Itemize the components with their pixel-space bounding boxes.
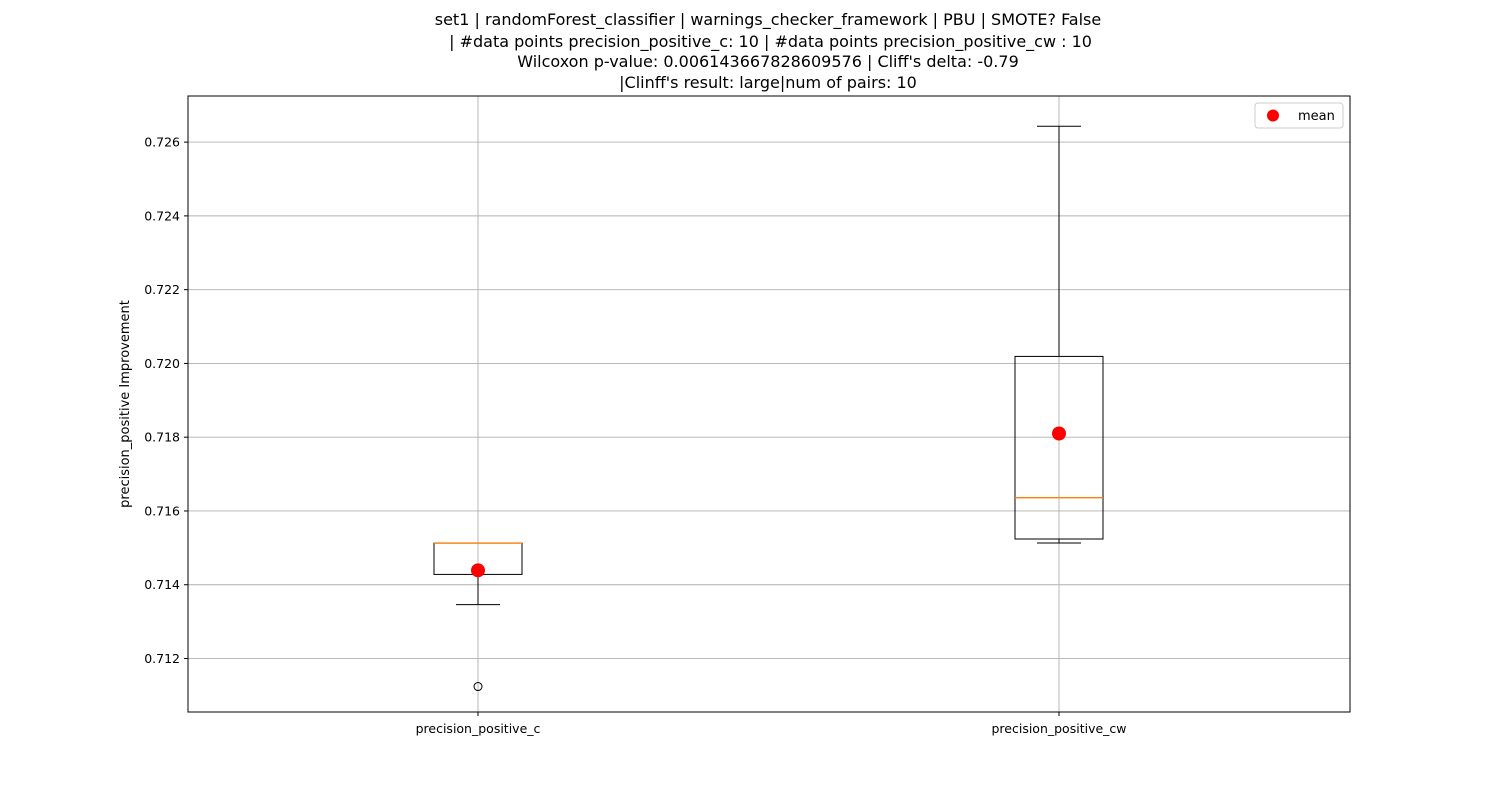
legend-mean-label: mean <box>1298 109 1335 124</box>
title-line-2: | #data points precision_positive_c: 10 … <box>444 32 1092 52</box>
y-tick-label: 0.722 <box>144 282 180 297</box>
legend: mean <box>1254 102 1344 129</box>
grid-lines <box>188 96 1350 712</box>
plot-area-frame <box>187 95 1351 713</box>
title-line-1: set1 | randomForest_classifier | warning… <box>435 10 1101 30</box>
x-tick-label: precision_positive_cw <box>991 721 1126 736</box>
y-tick-label: 0.724 <box>144 208 180 223</box>
chart-title: set1 | randomForest_classifier | warning… <box>435 10 1101 92</box>
y-tick-label: 0.720 <box>144 356 180 371</box>
legend-mean-marker <box>1267 109 1279 122</box>
y-tick-label: 0.714 <box>144 577 180 592</box>
title-line-4: |Clinff's result: large|num of pairs: 10 <box>619 73 917 92</box>
mean-marker <box>471 563 485 578</box>
box-precision-positive-c <box>433 542 523 692</box>
y-tick-label: 0.716 <box>144 503 180 518</box>
mean-marker <box>1052 426 1066 441</box>
y-axis-label: precision_positive Improvement <box>118 300 133 508</box>
box-precision-positive-cw <box>1014 125 1104 544</box>
y-tick-label: 0.726 <box>144 135 180 150</box>
x-tick-label: precision_positive_c <box>416 721 541 736</box>
y-tick-label: 0.718 <box>144 430 180 445</box>
iqr-box <box>1014 355 1104 540</box>
y-tick-label: 0.712 <box>144 651 180 666</box>
outlier-point <box>473 682 483 692</box>
box-series <box>433 125 1104 692</box>
legend-frame <box>1254 102 1344 129</box>
axis-ticks: 0.712 0.714 0.716 0.718 0.720 0.722 0.724 0.726… <box>144 135 1126 736</box>
title-line-3: Wilcoxon p-value: 0.006143667828609576 |… <box>517 52 1019 71</box>
